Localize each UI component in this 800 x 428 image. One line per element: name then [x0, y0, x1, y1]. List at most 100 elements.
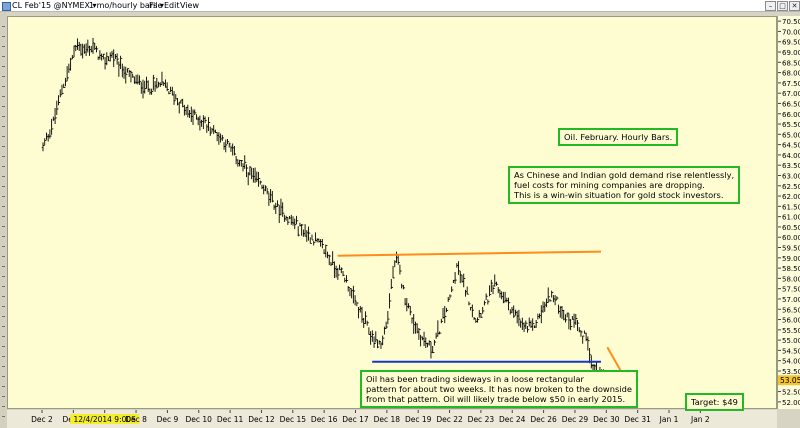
- price-bars: [41, 37, 607, 388]
- scroll-tick: [2, 366, 5, 367]
- y-tick-label: 66.00: [782, 111, 800, 119]
- scroll-tick: [2, 86, 5, 87]
- x-tick-label: Dec 23: [468, 415, 495, 424]
- chart-plot-area[interactable]: [7, 16, 777, 409]
- scroll-tick: [2, 256, 5, 257]
- minimize-icon[interactable]: –: [765, 1, 776, 11]
- scroll-tick: [2, 136, 5, 137]
- resistance-trendline: [337, 250, 602, 257]
- menu-file[interactable]: File: [149, 1, 163, 10]
- x-tick-label: Dec 24: [499, 415, 526, 424]
- scroll-tick: [2, 306, 5, 307]
- x-tick-label: Dec 26: [530, 415, 557, 424]
- scroll-tick: [2, 156, 5, 157]
- y-tick-label: 70.50: [782, 18, 800, 26]
- y-tick-label: 62.50: [782, 183, 800, 191]
- y-tick-label: 58.00: [782, 275, 800, 283]
- scroll-tick: [2, 296, 5, 297]
- scroll-tick: [2, 376, 5, 377]
- scroll-tick: [2, 106, 5, 107]
- last-price-label: 53.05: [780, 376, 800, 385]
- y-tick-label: 67.00: [782, 90, 800, 98]
- last-price-marker: [778, 375, 800, 386]
- scroll-tick: [2, 196, 5, 197]
- y-tick-label: 61.50: [782, 203, 800, 211]
- close-icon[interactable]: ✕: [789, 1, 800, 11]
- y-tick-label: 60.00: [782, 234, 800, 242]
- y-tick-label: 64.50: [782, 142, 800, 150]
- y-tick-label: 67.50: [782, 80, 800, 88]
- chevron-down-icon: ▾: [157, 1, 164, 10]
- scroll-tick: [2, 326, 5, 327]
- y-tick-label: 69.50: [782, 39, 800, 47]
- y-tick-label: 53.50: [782, 368, 800, 376]
- x-tick-label: Jan 2: [690, 415, 710, 424]
- scroll-tick: [2, 406, 5, 407]
- y-tick-label: 55.00: [782, 337, 800, 345]
- scroll-tick: [2, 96, 5, 97]
- chart-title-annotation: Oil. February. Hourly Bars.: [558, 128, 679, 146]
- chevron-down-icon: ▾: [89, 1, 97, 10]
- y-tick-label: 69.00: [782, 49, 800, 57]
- scroll-tick: [2, 226, 5, 227]
- y-tick-label: 56.50: [782, 306, 800, 314]
- scroll-tick: [2, 346, 5, 347]
- y-tick-label: 68.00: [782, 70, 800, 78]
- annotation-line: As Chinese and Indian gold demand rise r…: [514, 170, 735, 180]
- x-tick-label: Dec 15: [280, 415, 307, 424]
- y-tick-label: 54.50: [782, 347, 800, 355]
- scroll-tick: [2, 116, 5, 117]
- scroll-tick: [2, 246, 5, 247]
- scroll-tick: [2, 66, 5, 67]
- y-tick-label: 52.50: [782, 389, 800, 397]
- highlighted-date-marker: [70, 414, 140, 424]
- scroll-tick: [2, 286, 5, 287]
- y-tick-label: 59.00: [782, 255, 800, 263]
- symbol-selector[interactable]: CL Feb'15 @NYMEX ▾: [12, 0, 97, 11]
- left-scroll-bar[interactable]: [0, 12, 7, 428]
- x-tick-label: Dec 9: [157, 415, 179, 424]
- y-tick-label: 63.50: [782, 162, 800, 170]
- target-annotation: Target: $49: [685, 393, 744, 411]
- scroll-tick: [2, 166, 5, 167]
- y-tick-label: 58.50: [782, 265, 800, 273]
- y-axis: 70.50 70.00 69.50 69.00 68.50 68.00 67.50 67.00…: [777, 16, 800, 409]
- maximize-icon[interactable]: □: [777, 1, 788, 11]
- y-tick-label: 61.00: [782, 214, 800, 222]
- menu-view[interactable]: View: [180, 1, 199, 10]
- y-tick-label: 59.50: [782, 245, 800, 253]
- y-tick-label: 68.50: [782, 59, 800, 67]
- y-tick-label: 60.50: [782, 224, 800, 232]
- annotation-line: fuel costs for mining companies are drop…: [514, 180, 705, 190]
- x-tick-label: Dec 18: [374, 415, 401, 424]
- annotation-line: from that pattern. Oil will likely trade…: [366, 394, 626, 404]
- x-tick-label: Dec 10: [186, 415, 213, 424]
- x-tick-label: Dec 22: [436, 415, 463, 424]
- y-tick-label: 55.50: [782, 327, 800, 335]
- app-icon: [2, 2, 11, 11]
- scroll-tick: [2, 56, 5, 57]
- y-tick-label: 52.00: [782, 399, 800, 407]
- x-tick-label: Dec 16: [311, 415, 338, 424]
- y-tick-label: 63.00: [782, 172, 800, 180]
- x-tick-label: Dec 8: [125, 415, 147, 424]
- x-tick-label: Dec 30: [593, 415, 620, 424]
- menu-edit[interactable]: Edit: [164, 1, 180, 10]
- scroll-tick: [2, 146, 5, 147]
- annotation-line: pattern for about two weeks. It has now …: [366, 384, 632, 394]
- scroll-tick: [2, 186, 5, 187]
- interval-label: 1 mo/hourly bars: [89, 1, 158, 10]
- scroll-tick: [2, 266, 5, 267]
- x-tick-label: Dec 19: [405, 415, 432, 424]
- y-tick-label: 56.00: [782, 317, 800, 325]
- x-tick-label: Dec 12: [248, 415, 275, 424]
- scroll-tick: [2, 386, 5, 387]
- annotation-line: Oil has been trading sideways in a loose…: [366, 374, 584, 384]
- symbol-label: CL Feb'15 @NYMEX: [12, 1, 90, 10]
- scroll-tick: [2, 416, 5, 417]
- x-tick-label: Dec 11: [217, 415, 244, 424]
- interval-selector[interactable]: 1 mo/hourly bars ▾: [89, 0, 164, 11]
- x-tick-label: Dec 2: [31, 415, 53, 424]
